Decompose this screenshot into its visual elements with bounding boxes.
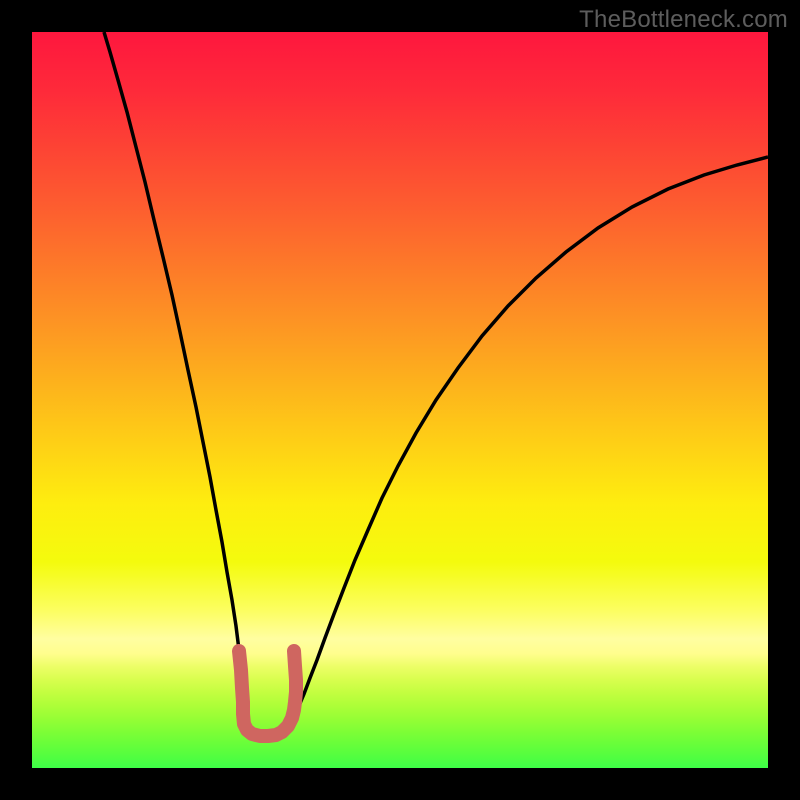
plot-area	[32, 32, 768, 768]
accent-dots-group	[233, 645, 301, 658]
accent-curve-segment	[239, 651, 296, 736]
watermark-text: TheBottleneck.com	[579, 6, 788, 34]
bottleneck-curve	[104, 32, 768, 736]
accent-dot	[288, 645, 301, 658]
accent-dot	[233, 645, 246, 658]
curve-layer	[32, 32, 768, 768]
